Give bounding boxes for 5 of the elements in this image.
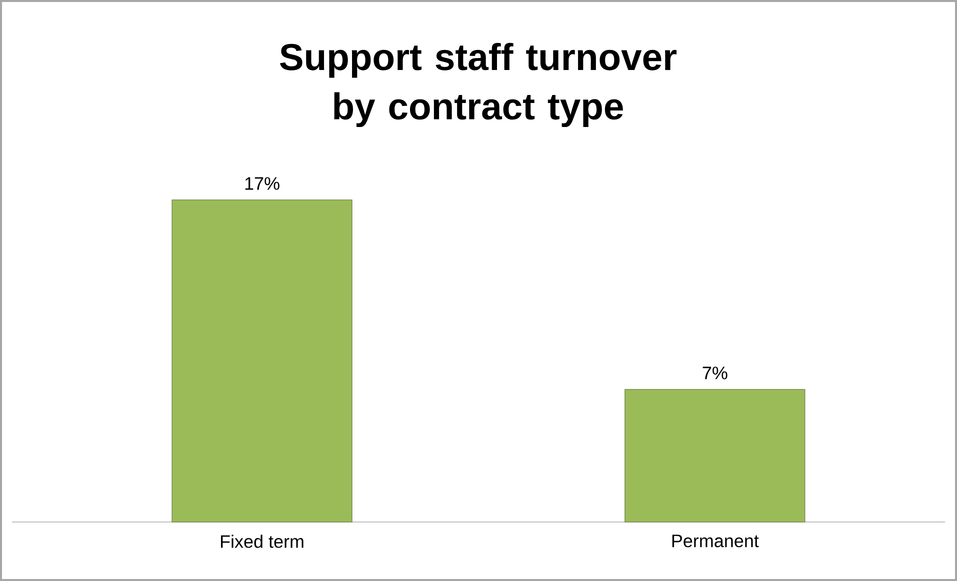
- chart-title: Support staff turnover by contract type: [280, 42, 677, 128]
- x-tick-label: Permanent: [672, 534, 759, 548]
- x-tick-label: Fixed term: [220, 534, 304, 548]
- data-label: 7%: [702, 366, 728, 380]
- data-label: 17%: [245, 177, 280, 190]
